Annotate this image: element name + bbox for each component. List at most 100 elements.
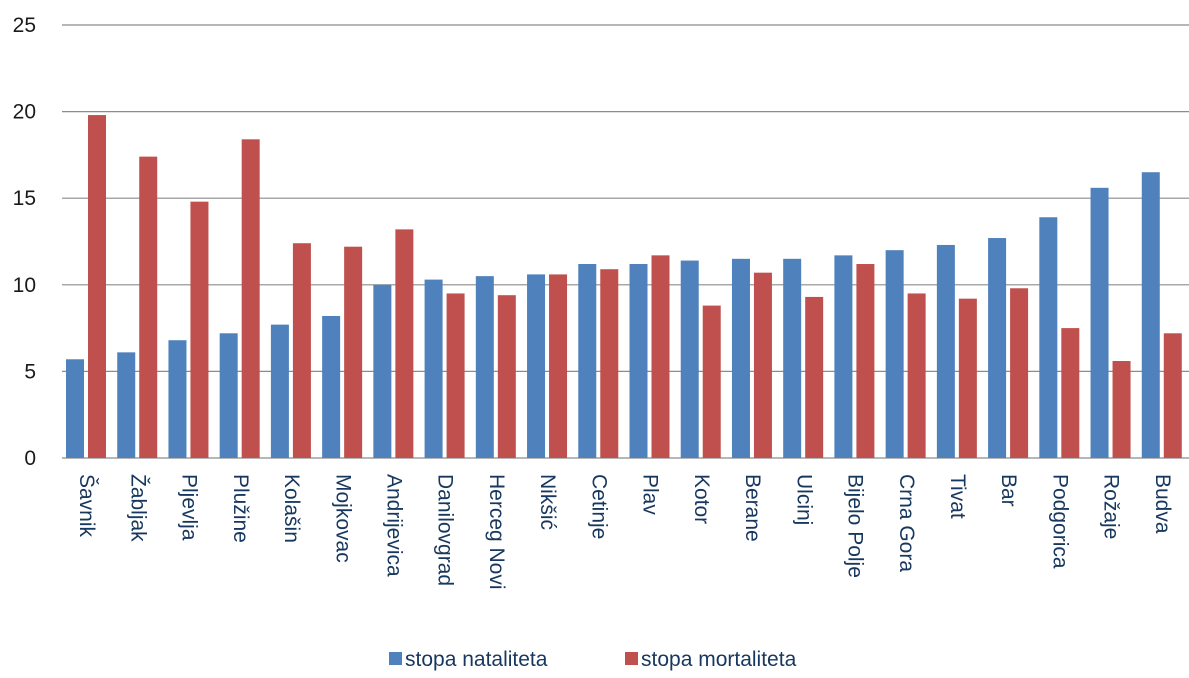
y-tick-label: 10: [13, 274, 36, 297]
bars: [66, 115, 1182, 459]
bar-mortality: [1010, 288, 1029, 458]
x-tick-label: Nikšić: [536, 474, 559, 530]
bar-group: [680, 260, 721, 458]
bar-group: [936, 244, 977, 458]
bar-mortality: [1061, 328, 1080, 458]
x-tick-label: Kolašin: [280, 474, 303, 543]
bar-group: [424, 279, 465, 458]
y-axis-labels: 0 5 10 15 20 25: [13, 14, 36, 470]
bar-mortality: [702, 305, 721, 458]
x-tick-label: Žabljak: [126, 474, 149, 542]
bar-group: [1141, 172, 1182, 458]
bar-mortality: [958, 298, 977, 458]
bar-natality: [680, 260, 699, 458]
bar-mortality: [600, 269, 619, 458]
x-tick-label: Andrijevica: [382, 474, 405, 577]
x-axis-labels: Šavnik Žabljak Pljevlja Plužine Kolašin Mojko…: [75, 474, 1174, 590]
y-tick-label: 5: [24, 360, 36, 383]
bar-natality: [1039, 217, 1058, 458]
bar-mortality: [292, 243, 311, 458]
bar-natality: [731, 258, 750, 458]
bar-group: [578, 264, 619, 458]
x-tick-label: Plav: [639, 474, 662, 515]
legend-swatch-natality: [389, 652, 402, 665]
bar-group: [988, 238, 1029, 458]
bar-group: [1039, 217, 1080, 458]
bar-natality: [117, 352, 136, 458]
bar-mortality: [241, 139, 260, 458]
bar-group: [527, 274, 568, 458]
bar-group: [117, 156, 158, 458]
bar-group: [834, 255, 875, 458]
bar-natality: [629, 264, 648, 458]
bar-natality: [578, 264, 597, 458]
bar-group: [66, 115, 106, 459]
bar-mortality: [344, 246, 363, 458]
x-tick-label: Herceg Novi: [485, 474, 508, 590]
bar-group: [475, 276, 516, 458]
legend-label-mortality: stopa mortaliteta: [641, 648, 797, 671]
bar-natality: [936, 244, 955, 458]
x-tick-label: Berane: [741, 474, 764, 542]
bar-mortality: [395, 229, 414, 458]
bar-group: [731, 258, 772, 458]
bar-natality: [885, 250, 904, 458]
bar-group: [270, 243, 311, 458]
x-tick-label: Bijelo Polje: [844, 474, 867, 578]
bar-natality: [373, 284, 392, 458]
x-tick-label: Rožaje: [1100, 474, 1123, 539]
bar-natality: [424, 279, 443, 458]
y-tick-label: 20: [13, 101, 36, 124]
x-tick-label: Kotor: [690, 474, 713, 524]
bar-natality: [527, 274, 546, 458]
x-tick-label: Podgorica: [1048, 474, 1071, 569]
x-tick-label: Bar: [997, 474, 1020, 507]
y-tick-label: 25: [13, 14, 36, 37]
legend-label-natality: stopa nataliteta: [405, 648, 548, 671]
bar-mortality: [753, 272, 772, 458]
y-tick-label: 15: [13, 187, 36, 210]
bar-mortality: [651, 255, 670, 458]
bar-natality: [219, 333, 238, 458]
bar-natality: [475, 276, 494, 458]
bar-group: [168, 201, 209, 458]
bar-natality: [988, 238, 1007, 458]
x-tick-label: Mojkovac: [331, 474, 354, 563]
bar-mortality: [907, 293, 926, 458]
legend: stopa nataliteta stopa mortaliteta: [389, 648, 797, 671]
legend-swatch-mortality: [625, 652, 638, 665]
bar-group: [629, 255, 670, 458]
x-tick-label: Danilovgrad: [434, 474, 457, 586]
bar-natality: [1141, 172, 1160, 458]
x-tick-label: Pljevlja: [178, 474, 201, 541]
bar-mortality: [1163, 333, 1182, 458]
bar-mortality: [446, 293, 465, 458]
x-tick-label: Plužine: [229, 474, 252, 543]
bar-natality: [270, 324, 289, 458]
bar-mortality: [88, 115, 106, 459]
x-tick-label: Šavnik: [75, 474, 98, 538]
bar-mortality: [1112, 361, 1131, 458]
x-tick-label: Ulcinj: [792, 474, 815, 525]
y-tick-label: 0: [24, 447, 36, 470]
x-tick-label: Budva: [1151, 474, 1174, 534]
bar-group: [783, 258, 824, 458]
bar-group: [885, 250, 926, 458]
x-tick-label: Tivat: [946, 474, 969, 519]
bar-group: [1090, 187, 1131, 459]
bar-mortality: [139, 156, 158, 458]
bar-group: [373, 229, 414, 458]
bar-natality: [322, 315, 341, 458]
bar-mortality: [856, 264, 875, 458]
bar-group: [322, 246, 363, 458]
bar-natality: [834, 255, 853, 458]
bar-natality: [1090, 187, 1109, 459]
bar-natality: [783, 258, 802, 458]
bar-group: [219, 139, 260, 458]
bar-mortality: [190, 201, 209, 458]
bar-mortality: [497, 295, 516, 458]
x-tick-label: Cetinje: [587, 474, 610, 539]
bar-mortality: [549, 274, 568, 458]
